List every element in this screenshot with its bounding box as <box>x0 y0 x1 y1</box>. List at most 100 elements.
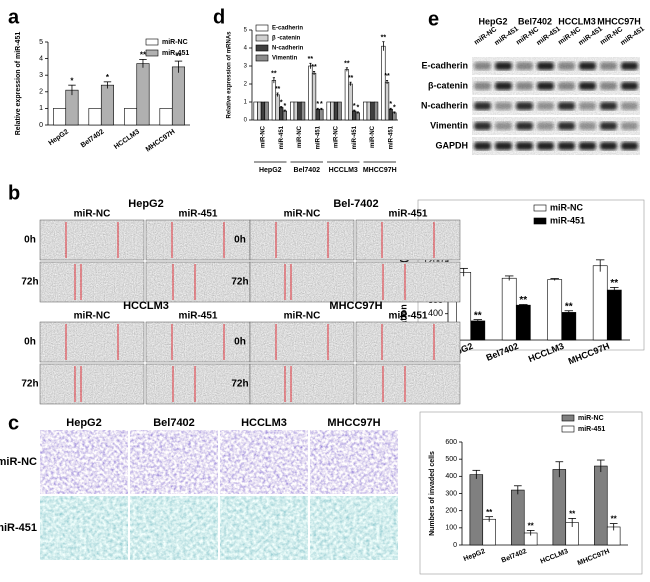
blot-band <box>579 142 596 150</box>
y-tick-label: 4 <box>39 55 43 62</box>
bar <box>515 304 531 341</box>
bar <box>370 101 375 121</box>
legend-label: miR-451 <box>162 50 189 57</box>
x-tick-label: miR-NC <box>261 125 267 148</box>
significance-label: * <box>393 105 396 112</box>
protein-label: GAPDH <box>435 140 468 150</box>
time-label: 72h <box>21 277 38 288</box>
y-tick-label: 0 <box>244 118 248 124</box>
time-label: 72h <box>231 379 248 390</box>
transwell-image <box>220 430 308 494</box>
panel-letter: c <box>8 412 19 434</box>
bar <box>470 320 486 341</box>
legend-swatch <box>145 38 159 46</box>
wound-image <box>146 220 250 260</box>
blot-band <box>537 62 554 70</box>
blot-strip <box>472 77 640 95</box>
group-label: Bel7402 <box>294 167 321 174</box>
significance-label: ** <box>271 71 277 78</box>
legend-swatch <box>255 24 269 32</box>
bar <box>279 107 284 121</box>
bar <box>326 101 331 121</box>
condition-label: miR-NC <box>284 311 321 322</box>
image-frame <box>39 363 145 405</box>
image-frame <box>249 219 355 261</box>
x-tick-label: miR-NC <box>370 125 376 148</box>
y-tick-label: 2 <box>244 82 248 88</box>
cell-line-title: MHCC97H <box>327 417 380 429</box>
bar <box>606 289 622 341</box>
image-frame <box>355 321 461 363</box>
blot-band <box>558 142 575 150</box>
wound-image <box>146 322 250 362</box>
legend-label: miR-451 <box>550 215 585 225</box>
blot-band <box>474 122 491 130</box>
cell-line-title: HepG2 <box>66 417 101 429</box>
significance-label: * <box>320 101 323 108</box>
bar <box>311 72 317 121</box>
bar <box>366 101 371 121</box>
bar <box>124 108 138 126</box>
legend-label: miR-NC <box>162 39 188 46</box>
blot-band <box>537 142 554 150</box>
protein-label: Vimentin <box>430 120 468 130</box>
blot-band <box>516 82 533 90</box>
transwell-image <box>220 496 308 560</box>
bar <box>592 265 608 341</box>
blot-band <box>600 122 617 130</box>
cell-line-title: Bel-7402 <box>333 198 378 210</box>
y-axis-label: Numbers of invaded cells <box>429 451 436 536</box>
blot-band <box>621 62 638 70</box>
blot-band <box>495 62 512 70</box>
legend-label: Vimentin <box>272 56 298 62</box>
significance-label: ** <box>308 56 314 63</box>
legend-label: miR-NC <box>578 415 604 422</box>
bar <box>300 101 306 121</box>
bar <box>315 108 320 121</box>
bar <box>594 465 608 546</box>
wound-image <box>40 322 144 362</box>
wound-image <box>146 262 250 302</box>
significance-label: ** <box>610 278 618 289</box>
blot-band <box>495 122 512 130</box>
legend-label: β -catenin <box>272 36 301 42</box>
x-tick-label: miR-451 <box>279 125 285 149</box>
bar <box>253 101 258 121</box>
wound-image <box>250 220 354 260</box>
bar <box>319 108 324 121</box>
cell-line-title: Bel7402 <box>153 417 195 429</box>
blot-band <box>537 102 554 110</box>
y-tick-label: 4 <box>244 46 248 52</box>
blot-band <box>474 82 491 90</box>
y-tick-label: 0 <box>453 542 457 549</box>
significance-label: ** <box>528 522 535 531</box>
condition-label: miR-451 <box>179 209 218 220</box>
bar <box>53 108 67 126</box>
blot-strip <box>472 137 640 155</box>
legend-swatch <box>255 34 269 42</box>
bar <box>552 469 567 546</box>
bar <box>333 101 339 121</box>
blot-band <box>621 102 638 110</box>
blot-band <box>558 122 575 130</box>
blot-band <box>558 62 575 70</box>
legend-label: E-cadherin <box>272 26 303 32</box>
bar <box>337 101 342 121</box>
y-tick-label: 5 <box>244 28 248 34</box>
significance-label: * <box>353 103 356 110</box>
x-tick-label: miR-451 <box>315 125 321 149</box>
chart-frame <box>419 411 643 575</box>
wound-image <box>356 364 460 404</box>
y-tick-label: 400 <box>445 473 457 480</box>
significance-label: * <box>106 73 110 82</box>
protein-label: E-cadherin <box>421 60 468 70</box>
bar <box>290 101 295 121</box>
blot-band <box>495 142 512 150</box>
bar <box>65 89 79 126</box>
y-tick-label: 300 <box>445 490 457 497</box>
group-label: HepG2 <box>259 167 282 174</box>
bar <box>388 108 393 121</box>
condition-label: miR-451 <box>0 522 37 534</box>
cell-line-title: HepG2 <box>128 198 163 210</box>
